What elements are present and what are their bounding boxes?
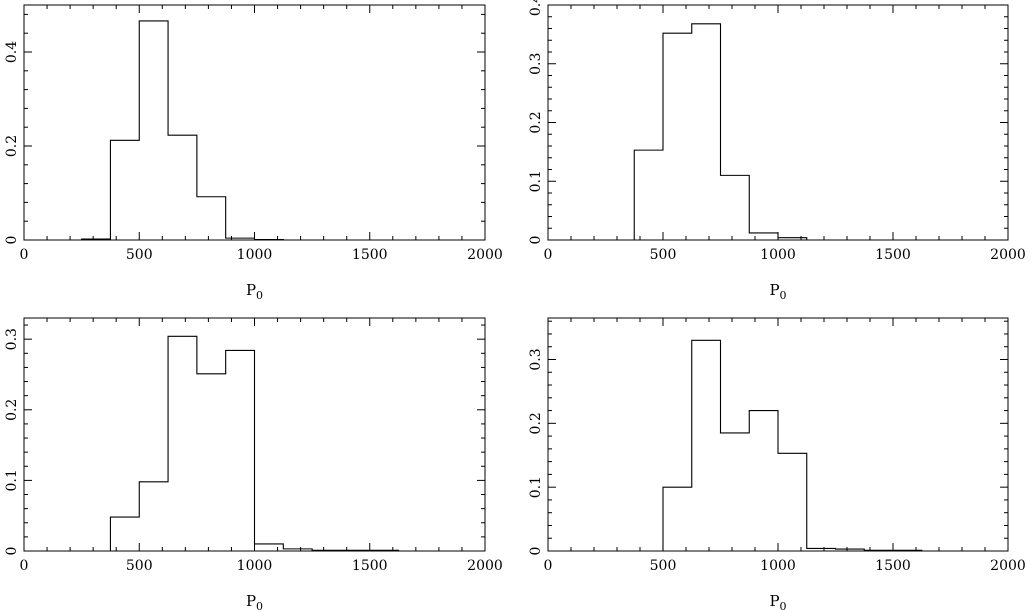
histogram-bin [370, 550, 399, 551]
y-tick-label: 0.4 [528, 0, 544, 16]
histogram-outline [24, 335, 485, 552]
y-tick-label: 0.2 [4, 399, 20, 421]
histogram-bin [226, 238, 255, 240]
histogram-bin [721, 175, 750, 240]
x-tick-label: 1500 [875, 247, 911, 263]
x-tick-label: 1500 [875, 558, 911, 574]
histogram-bin [110, 140, 139, 240]
histogram-bin [749, 233, 778, 240]
plot-frame [547, 4, 1009, 241]
x-tick-label: 2000 [467, 247, 503, 263]
x-tick-label: 0 [20, 247, 29, 263]
y-tick-label: 0.2 [528, 111, 544, 133]
histogram-bin [692, 24, 721, 240]
histogram-bin [807, 548, 836, 551]
x-axis-label-main: P [246, 281, 256, 299]
y-tick-label: 0.4 [4, 41, 20, 63]
x-axis-label-subscript: 0 [256, 600, 263, 610]
x-axis-label: P0 [246, 592, 263, 610]
x-axis-label-main: P [246, 592, 256, 610]
x-tick-label: 500 [650, 558, 677, 574]
x-tick-label: 2000 [990, 247, 1026, 263]
x-axis-label-subscript: 0 [780, 600, 787, 610]
histogram-bin [139, 482, 168, 551]
histogram-bin [778, 453, 807, 551]
histogram-bin [168, 135, 197, 240]
histogram-bin [197, 197, 226, 240]
y-tick-label: 0.3 [4, 328, 20, 350]
x-axis-label-subscript: 0 [780, 289, 787, 302]
x-tick-label: 1500 [352, 247, 388, 263]
x-tick-label: 0 [544, 247, 553, 263]
x-axis-label-main: P [769, 281, 779, 299]
histogram-bin [721, 433, 750, 551]
histogram-bin [283, 549, 312, 551]
histogram-bin [893, 550, 922, 551]
y-tick-label: 0.1 [528, 476, 544, 498]
histogram-bin [341, 550, 370, 551]
histogram-bin [82, 239, 111, 240]
histogram-bin [836, 549, 865, 551]
x-tick-label: 2000 [467, 558, 503, 574]
y-tick-label: 0 [4, 547, 20, 556]
x-tick-label: 500 [126, 558, 153, 574]
histogram-bin [634, 150, 663, 240]
histogram-bin [749, 411, 778, 551]
histogram-bin [663, 33, 692, 240]
y-tick-label: 0.3 [528, 348, 544, 370]
y-tick-label: 0 [528, 236, 544, 245]
x-tick-label: 0 [544, 558, 553, 574]
x-tick-label: 500 [650, 247, 677, 263]
histogram-bin [864, 550, 893, 551]
y-tick-label: 0.2 [4, 135, 20, 157]
x-tick-label: 500 [126, 247, 153, 263]
y-tick-label: 0.2 [528, 412, 544, 434]
y-tick-label: 0 [4, 236, 20, 245]
plot-frame [23, 4, 486, 241]
y-tick-label: 0 [528, 547, 544, 556]
y-tick-label: 0.3 [528, 53, 544, 75]
histogram-bin [226, 350, 255, 551]
histogram-bin [197, 374, 226, 551]
histogram-bin [692, 340, 721, 551]
histogram-bin [778, 238, 807, 240]
x-tick-label: 1000 [760, 247, 796, 263]
histogram-bin [663, 487, 692, 551]
x-axis-label-subscript: 0 [256, 289, 263, 302]
x-tick-label: 1000 [237, 247, 273, 263]
x-tick-label: 1000 [760, 558, 796, 574]
histogram-bin [139, 21, 168, 240]
histogram-bin [312, 550, 341, 551]
x-axis-label-main: P [769, 592, 779, 610]
x-axis-label: P0 [246, 281, 263, 302]
x-tick-label: 1000 [237, 558, 273, 574]
histogram-outline [24, 20, 485, 241]
histogram-bin [168, 336, 197, 551]
y-tick-label: 0.1 [528, 170, 544, 192]
y-tick-label: 0.1 [4, 469, 20, 491]
histogram-outline [548, 23, 1008, 241]
histogram-bin [255, 544, 284, 551]
histogram-bin [110, 517, 139, 551]
x-tick-label: 0 [20, 558, 29, 574]
histogram-outline [548, 339, 1008, 552]
x-axis-label: P0 [769, 592, 786, 610]
x-axis-label: P0 [769, 281, 786, 302]
x-tick-label: 2000 [990, 558, 1026, 574]
x-tick-label: 1500 [352, 558, 388, 574]
